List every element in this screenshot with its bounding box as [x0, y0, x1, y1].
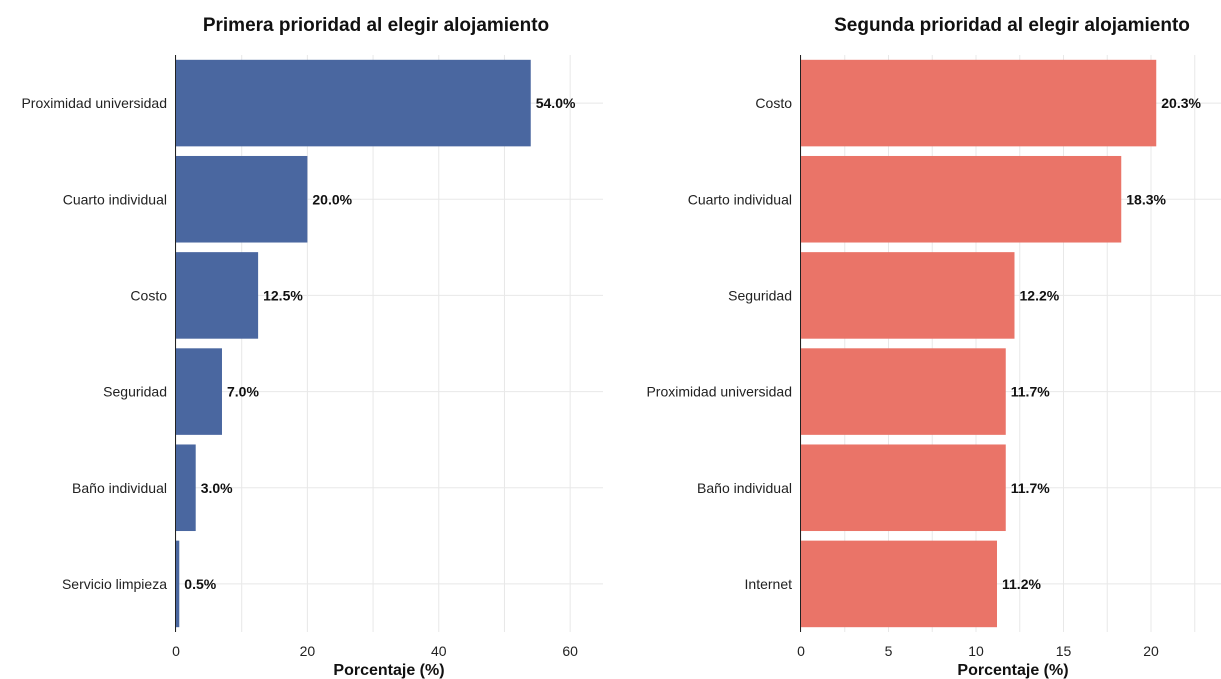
category-label: Baño individual — [697, 480, 792, 496]
category-label: Costo — [755, 95, 792, 111]
x-tick-label: 15 — [1056, 643, 1072, 659]
data-label: 12.5% — [263, 287, 303, 303]
category-label: Costo — [130, 287, 167, 303]
x-tick-label: 0 — [172, 643, 180, 659]
data-label: 20.0% — [312, 191, 352, 207]
bar — [176, 444, 196, 532]
data-label: 20.3% — [1161, 95, 1201, 111]
data-labels: 20.3% 18.3% 12.2% 11.7% 11.7% 11.2% — [1002, 95, 1201, 592]
chart-panel-segunda: Segunda prioridad al elegir alojamiento … — [646, 15, 1221, 679]
x-tick-label: 60 — [562, 643, 578, 659]
x-tick-labels: 0 20 40 60 — [172, 643, 578, 659]
data-label: 11.7% — [1011, 480, 1050, 496]
bar — [801, 348, 1006, 435]
chart-title: Segunda prioridad al elegir alojamiento — [834, 15, 1190, 36]
data-label: 54.0% — [536, 95, 576, 111]
category-label: Cuarto individual — [688, 191, 792, 207]
bars — [176, 59, 531, 628]
bar — [176, 59, 531, 147]
data-label: 3.0% — [201, 480, 233, 496]
category-label: Proximidad universidad — [21, 95, 167, 111]
x-tick-label: 0 — [797, 643, 805, 659]
bar — [801, 59, 1157, 147]
data-label: 0.5% — [184, 576, 216, 592]
category-label: Internet — [745, 576, 793, 592]
chart-panel-primera: Primera prioridad al elegir alojamiento … — [21, 15, 603, 679]
data-label: 12.2% — [1020, 287, 1060, 303]
bar — [176, 252, 259, 339]
bar — [176, 155, 308, 243]
bars — [801, 59, 1157, 628]
x-tick-label: 40 — [431, 643, 447, 659]
bar — [176, 348, 222, 435]
category-label: Seguridad — [103, 384, 167, 400]
bar — [801, 540, 997, 628]
data-label: 11.2% — [1002, 576, 1041, 592]
x-tick-label: 10 — [968, 643, 984, 659]
bar — [801, 444, 1006, 532]
data-labels: 54.0% 20.0% 12.5% 7.0% 3.0% 0.5% — [184, 95, 576, 592]
x-tick-labels: 0 5 10 15 20 — [797, 643, 1159, 659]
bar — [801, 252, 1015, 339]
x-tick-label: 20 — [300, 643, 316, 659]
x-axis-label: Porcentaje (%) — [333, 662, 444, 679]
bar — [801, 155, 1122, 243]
bar — [176, 540, 180, 628]
x-axis-label: Porcentaje (%) — [957, 662, 1068, 679]
chart-title: Primera prioridad al elegir alojamiento — [203, 15, 549, 36]
category-labels: Proximidad universidad Cuarto individual C… — [21, 95, 167, 592]
data-label: 11.7% — [1011, 384, 1050, 400]
gridlines — [175, 55, 603, 632]
x-tick-label: 20 — [1143, 643, 1159, 659]
data-label: 18.3% — [1126, 191, 1166, 207]
category-label: Proximidad universidad — [646, 384, 792, 400]
category-label: Servicio limpieza — [62, 576, 167, 592]
data-label: 7.0% — [227, 384, 259, 400]
category-label: Cuarto individual — [63, 191, 167, 207]
category-label: Seguridad — [728, 287, 792, 303]
category-label: Baño individual — [72, 480, 167, 496]
x-tick-label: 5 — [885, 643, 893, 659]
category-labels: Costo Cuarto individual Seguridad Proximida… — [646, 95, 792, 592]
